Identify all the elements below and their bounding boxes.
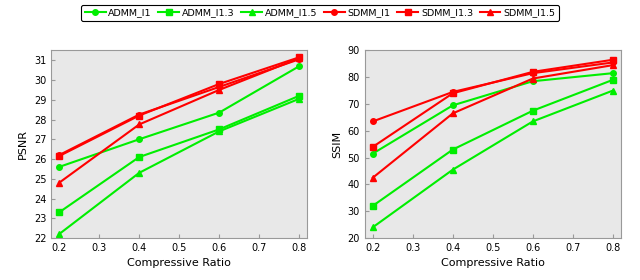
- Y-axis label: PSNR: PSNR: [19, 129, 28, 159]
- X-axis label: Compressive Ratio: Compressive Ratio: [441, 258, 545, 269]
- Y-axis label: SSIM: SSIM: [332, 131, 342, 158]
- Legend: ADMM_I1, ADMM_I1.3, ADMM_I1.5, SDMM_I1, SDMM_I1.3, SDMM_I1.5: ADMM_I1, ADMM_I1.3, ADMM_I1.5, SDMM_I1, …: [81, 5, 559, 21]
- X-axis label: Compressive Ratio: Compressive Ratio: [127, 258, 231, 269]
